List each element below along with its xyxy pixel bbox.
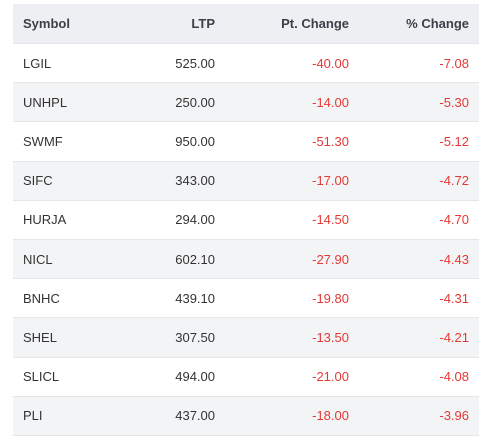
pct-change-cell: -3.96 [439, 408, 469, 424]
top-losers-table: Symbol LTP Pt. Change % Change LGIL 525.0… [13, 4, 479, 436]
ltp-cell: 343.00 [175, 173, 215, 189]
table-row[interactable]: NICL 602.10 -27.90 -4.43 [13, 239, 479, 280]
pt-change-cell: -14.50 [312, 212, 349, 228]
pt-change-cell: -51.30 [312, 133, 349, 149]
symbol-cell[interactable]: HURJA [23, 212, 67, 228]
table-header-row: Symbol LTP Pt. Change % Change [13, 4, 479, 44]
pt-change-cell: -13.50 [312, 329, 349, 345]
symbol-cell[interactable]: SLICL [23, 369, 60, 385]
symbol-cell[interactable]: SIFC [23, 173, 53, 189]
table-row[interactable]: SWMF 950.00 -51.30 -5.12 [13, 122, 479, 162]
pct-change-cell: -4.21 [439, 329, 469, 345]
pt-change-cell: -18.00 [312, 408, 349, 424]
table-body: LGIL 525.00 -40.00 -7.08 UNHPL 250.00 -14.00 -5… [13, 44, 479, 436]
pct-change-cell: -5.30 [439, 94, 469, 110]
column-header-symbol[interactable]: Symbol [23, 16, 70, 31]
pct-change-cell: -4.43 [439, 251, 469, 267]
table-row[interactable]: BNHC 439.10 -19.80 -4.31 [13, 279, 479, 319]
symbol-cell[interactable]: LGIL [23, 55, 52, 71]
ltp-cell: 437.00 [175, 408, 215, 424]
table-row[interactable]: UNHPL 250.00 -14.00 -5.30 [13, 83, 479, 123]
pct-change-cell: -7.08 [439, 55, 469, 71]
ltp-cell: 294.00 [175, 212, 215, 228]
ltp-cell: 439.10 [175, 290, 215, 306]
table-row[interactable]: SIFC 343.00 -17.00 -4.72 [13, 161, 479, 201]
ltp-cell: 525.00 [175, 55, 215, 71]
pt-change-cell: -19.80 [312, 290, 349, 306]
symbol-cell[interactable]: PLI [23, 408, 43, 424]
ltp-cell: 494.00 [175, 369, 215, 385]
ltp-cell: 307.50 [175, 329, 215, 345]
pct-change-cell: -4.70 [439, 212, 469, 228]
table-row[interactable]: HURJA 294.00 -14.50 -4.70 [13, 201, 479, 240]
table-row[interactable]: SHEL 307.50 -13.50 -4.21 [13, 318, 479, 358]
ltp-cell: 950.00 [175, 133, 215, 149]
pt-change-cell: -17.00 [312, 173, 349, 189]
pt-change-cell: -14.00 [312, 94, 349, 110]
pt-change-cell: -27.90 [312, 251, 349, 267]
pt-change-cell: -21.00 [312, 369, 349, 385]
ltp-cell: 602.10 [175, 251, 215, 267]
pct-change-cell: -4.31 [439, 290, 469, 306]
symbol-cell[interactable]: NICL [23, 251, 53, 267]
ltp-cell: 250.00 [175, 94, 215, 110]
pct-change-cell: -5.12 [439, 133, 469, 149]
symbol-cell[interactable]: SHEL [23, 329, 57, 345]
pct-change-cell: -4.08 [439, 369, 469, 385]
column-header-ltp[interactable]: LTP [191, 16, 215, 31]
pt-change-cell: -40.00 [312, 55, 349, 71]
symbol-cell[interactable]: BNHC [23, 290, 60, 306]
symbol-cell[interactable]: SWMF [23, 133, 63, 149]
symbol-cell[interactable]: UNHPL [23, 94, 68, 110]
column-header-pct-change[interactable]: % Change [406, 16, 469, 31]
table-row[interactable]: SLICL 494.00 -21.00 -4.08 [13, 358, 479, 397]
pct-change-cell: -4.72 [439, 173, 469, 189]
column-header-pt-change[interactable]: Pt. Change [281, 16, 349, 31]
table-row[interactable]: LGIL 525.00 -40.00 -7.08 [13, 44, 479, 84]
